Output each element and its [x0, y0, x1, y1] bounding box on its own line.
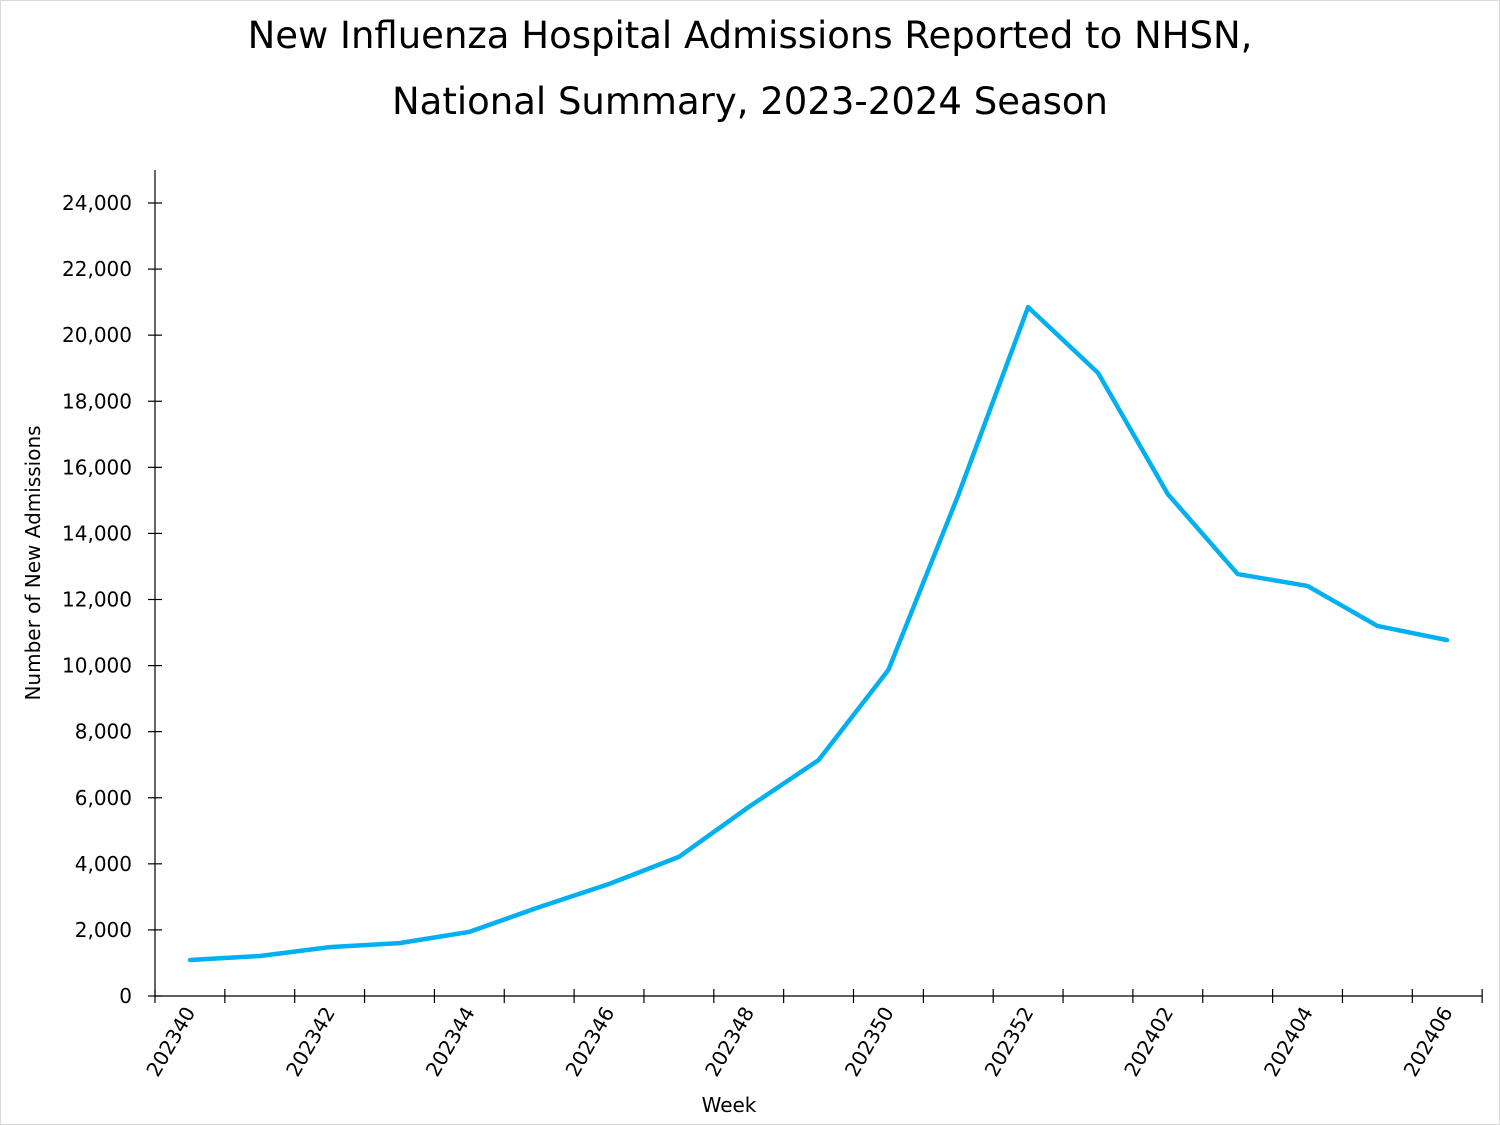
- y-tick-label: 18,000: [62, 389, 132, 413]
- data-point: [1305, 583, 1310, 588]
- data-point: [607, 881, 612, 886]
- y-tick-label: 24,000: [62, 191, 132, 215]
- x-tick-label: 202346: [560, 1003, 619, 1081]
- data-point: [467, 929, 472, 934]
- data-point: [187, 957, 192, 962]
- y-tick-label: 14,000: [62, 521, 132, 545]
- x-tick-label: 202348: [700, 1003, 759, 1081]
- chart-title-line2: National Summary, 2023-2024 Season: [392, 80, 1108, 123]
- y-tick-label: 0: [119, 984, 132, 1008]
- data-point: [1026, 305, 1031, 310]
- y-axis-label: Number of New Admissions: [21, 425, 45, 700]
- data-point: [816, 758, 821, 763]
- y-tick-label: 8,000: [75, 720, 132, 744]
- x-tick-label: 202352: [979, 1003, 1038, 1081]
- data-point: [257, 954, 262, 959]
- x-tick-label: 202344: [421, 1003, 480, 1081]
- chart-title-line1: New Influenza Hospital Admissions Report…: [247, 14, 1253, 57]
- x-tick-label: 202406: [1399, 1003, 1458, 1081]
- x-tick-label: 202342: [281, 1003, 340, 1081]
- data-point: [537, 905, 542, 910]
- y-tick-label: 16,000: [62, 455, 132, 479]
- data-point: [1095, 370, 1100, 375]
- series-line: [189, 304, 1448, 963]
- data-point: [676, 854, 681, 859]
- y-tick-label: 20,000: [62, 323, 132, 347]
- data-point: [1235, 572, 1240, 577]
- data-point: [1375, 623, 1380, 628]
- x-tick-label: 202340: [141, 1003, 200, 1081]
- data-point: [327, 945, 332, 950]
- y-tick-label: 10,000: [62, 654, 132, 678]
- data-point: [746, 805, 751, 810]
- y-tick-label: 4,000: [75, 852, 132, 876]
- x-tick-label: 202350: [840, 1003, 899, 1081]
- y-tick-label: 12,000: [62, 588, 132, 612]
- y-tick-label: 22,000: [62, 257, 132, 281]
- y-tick-label: 2,000: [75, 918, 132, 942]
- data-point: [1165, 492, 1170, 497]
- x-tick-label: 202404: [1259, 1003, 1318, 1081]
- data-point: [956, 493, 961, 498]
- data-point: [397, 941, 402, 946]
- data-point: [1445, 638, 1450, 643]
- x-axis-label: Week: [702, 1093, 757, 1117]
- data-point: [886, 667, 891, 672]
- x-tick-label: 202402: [1119, 1003, 1178, 1081]
- y-tick-label: 6,000: [75, 786, 132, 810]
